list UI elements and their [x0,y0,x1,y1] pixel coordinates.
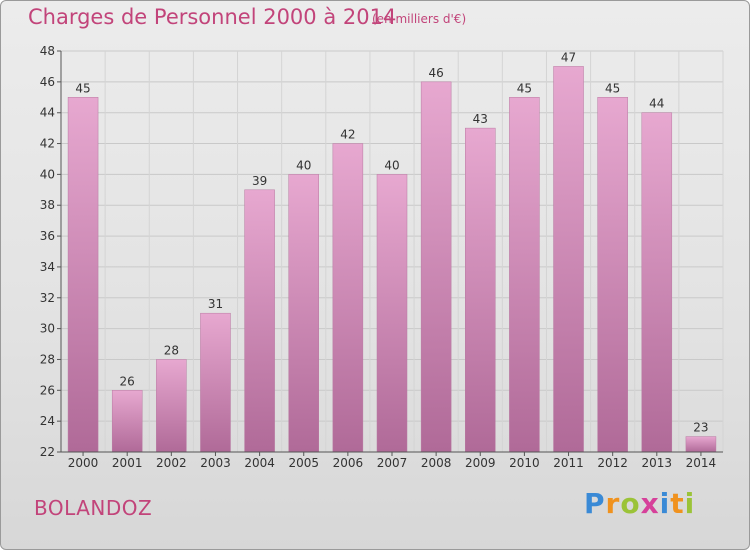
x-tick-label: 2003 [200,456,231,470]
y-tick-label: 48 [40,44,55,58]
axes [57,50,723,456]
bar [200,312,231,453]
y-tick-label: 26 [40,383,55,397]
data-label: 23 [693,421,708,435]
x-tick-label: 2006 [333,456,364,470]
bar [288,174,319,453]
logo-letter: i [659,487,671,520]
y-tick-label: 38 [40,198,55,212]
bar [111,390,143,453]
data-label: 46 [428,66,443,80]
y-tick-label: 46 [40,75,55,89]
x-tick-label: 2005 [288,456,319,470]
y-tick-label: 44 [40,106,55,120]
x-tick-label: 2002 [156,456,187,470]
bar [332,143,364,453]
y-tick-label: 42 [40,137,55,151]
bar [553,66,584,453]
bar [376,174,408,453]
data-label: 26 [120,374,135,388]
x-tick-label: 2012 [597,456,628,470]
logo-letter: P [584,487,606,520]
y-tick-label: 22 [40,445,55,459]
logo-letter: t [670,487,685,520]
data-label: 39 [252,174,267,188]
x-tick-label: 2007 [377,456,408,470]
bar [420,81,452,453]
data-label: 45 [75,81,90,95]
y-tick-label: 32 [40,291,55,305]
bar [597,97,628,453]
logo-letter: r [605,487,621,520]
logo-letter: x [640,487,660,520]
data-label: 45 [517,81,532,95]
logo-letter: o [620,487,641,520]
data-label: 44 [649,97,664,111]
data-label: 45 [605,81,620,95]
logo-letter: i [684,487,696,520]
x-tick-label: 2000 [68,456,99,470]
y-tick-label: 30 [40,322,55,336]
data-label: 42 [340,128,355,142]
x-tick-label: 2004 [244,456,275,470]
y-tick-label: 34 [40,260,55,274]
bar [156,359,187,453]
proxiti-logo: Proxiti [584,487,695,520]
bar [244,189,275,453]
data-label: 43 [473,112,488,126]
bar [67,97,99,453]
y-tick-label: 28 [40,352,55,366]
bars [67,66,717,453]
x-tick-label: 2014 [686,456,717,470]
data-label: 47 [561,50,576,64]
x-tick-label: 2013 [642,456,673,470]
x-tick-label: 2001 [112,456,143,470]
bar [465,127,496,453]
y-tick-label: 24 [40,414,55,428]
x-tick-label: 2011 [553,456,584,470]
chart-title: Charges de Personnel 2000 à 2014 [28,5,397,29]
bar [641,112,673,453]
y-tick-label: 36 [40,229,55,243]
x-tick-label: 2009 [465,456,496,470]
bar [685,436,717,453]
data-label: 40 [296,158,311,172]
data-label: 40 [384,158,399,172]
y-tick-label: 40 [40,167,55,181]
commune-name: BOLANDOZ [34,496,153,520]
data-label: 31 [208,297,223,311]
x-tick-label: 2010 [509,456,540,470]
labels: 22 24 26 28 30 32 34 36 38 40 42 44 46 48 45 2000 26 2001… [40,44,716,470]
data-label: 28 [164,343,179,357]
chart-subtitle: (en milliers d'€) [372,12,467,26]
bar [509,97,540,453]
x-tick-label: 2008 [421,456,452,470]
